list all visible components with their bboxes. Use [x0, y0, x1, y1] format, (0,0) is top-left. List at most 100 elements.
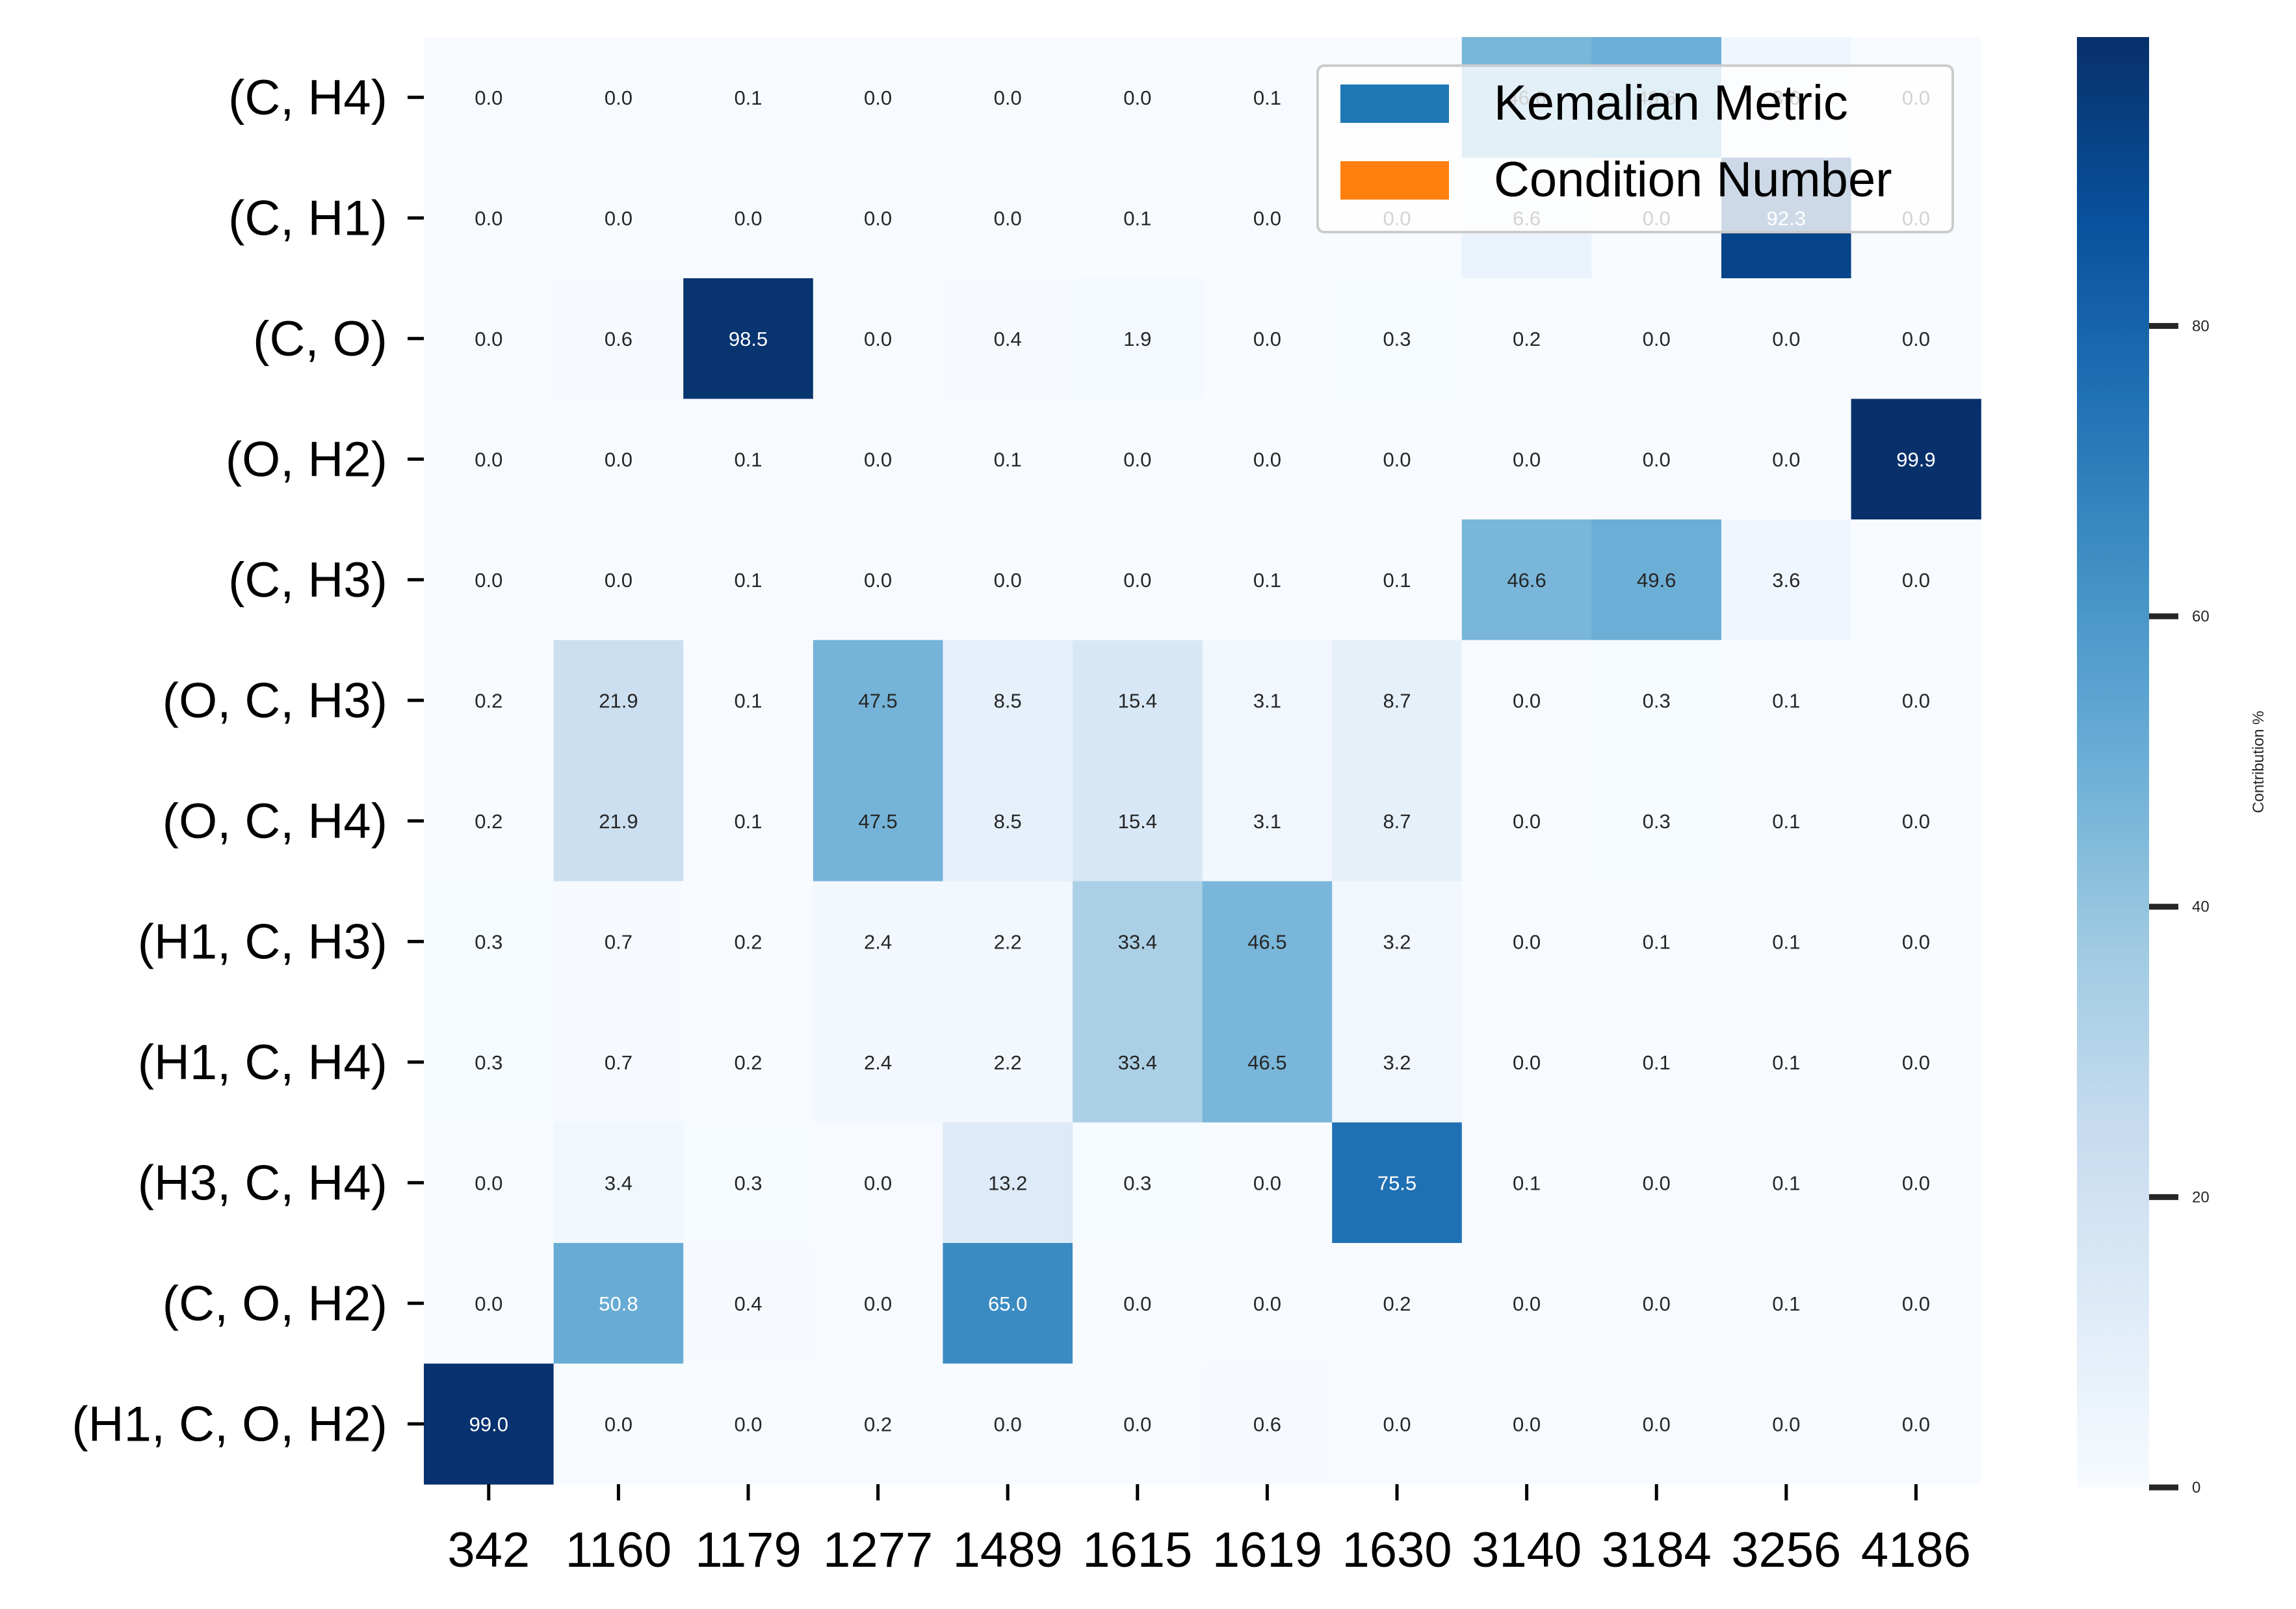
cell-value-label: 0.0 [1513, 448, 1541, 471]
legend-swatch [1340, 85, 1449, 123]
cell-value-label: 98.5 [729, 328, 768, 350]
cell-value-label: 0.0 [864, 207, 892, 229]
heatmap-cell [1202, 519, 1333, 641]
heatmap-cell [1591, 761, 1722, 882]
x-tick-label: 3256 [1731, 1523, 1841, 1578]
cell-value-label: 0.0 [475, 86, 502, 109]
heatmap-cell [1073, 399, 1203, 520]
cell-value-label: 0.2 [1383, 1292, 1411, 1315]
heatmap-cell [1591, 1363, 1722, 1485]
cell-value-label: 0.0 [734, 207, 762, 229]
heatmap-cell [1073, 1363, 1203, 1485]
heatmap-cell [553, 640, 684, 761]
cell-value-label: 2.2 [994, 1051, 1022, 1074]
heatmap-cell [553, 1363, 684, 1485]
heatmap-cell [1851, 1122, 1981, 1244]
heatmap-cell [943, 1243, 1073, 1365]
heatmap-cell [1073, 761, 1203, 882]
heatmap-cell [683, 1243, 814, 1365]
heatmap-cell [553, 399, 684, 520]
cell-value-label: 0.4 [734, 1292, 762, 1315]
cell-value-label: 0.2 [475, 689, 502, 712]
heatmap-cell [424, 1243, 554, 1365]
heatmap-cell [1332, 761, 1463, 882]
cell-value-label: 0.1 [734, 86, 762, 109]
heatmap-cell [553, 519, 684, 641]
cell-value-label: 0.0 [1643, 1413, 1671, 1435]
heatmap-cell [424, 399, 554, 520]
y-tick-label: (O, C, H4) [163, 794, 387, 849]
cell-value-label: 0.0 [605, 448, 633, 471]
heatmap-cell [1721, 519, 1852, 641]
cell-value-label: 0.0 [1253, 1171, 1281, 1194]
cell-value-label: 2.2 [994, 930, 1022, 953]
heatmap-cell [943, 640, 1073, 761]
cell-value-label: 0.2 [864, 1413, 892, 1435]
cell-value-label: 3.1 [1253, 689, 1281, 712]
colorbar-bar [2077, 37, 2149, 1487]
heatmap-cell [1332, 1002, 1463, 1123]
cell-value-label: 0.3 [475, 1051, 502, 1074]
cell-value-label: 0.0 [1772, 328, 1800, 350]
y-tick-label: (C, O, H2) [163, 1276, 387, 1331]
cell-value-label: 0.0 [1902, 1171, 1930, 1194]
cell-value-label: 0.0 [605, 86, 633, 109]
heatmap-cell [1591, 519, 1722, 641]
heatmap-cell [1202, 399, 1333, 520]
heatmap-cell [424, 881, 554, 1002]
heatmap-cell [813, 399, 943, 520]
cell-value-label: 0.0 [1383, 448, 1411, 471]
cell-value-label: 0.0 [1123, 448, 1151, 471]
cell-value-label: 0.1 [994, 448, 1022, 471]
cell-value-label: 0.0 [1253, 328, 1281, 350]
cell-value-label: 0.0 [1643, 1292, 1671, 1315]
y-tick-label: (C, H1) [228, 190, 387, 246]
x-tick-label: 1489 [953, 1523, 1063, 1578]
y-tick-label: (C, O) [253, 311, 387, 367]
heatmap-cell [1461, 1122, 1592, 1244]
cell-value-label: 0.0 [994, 569, 1022, 592]
cell-value-label: 0.1 [1643, 1051, 1671, 1074]
cell-value-label: 15.4 [1118, 810, 1157, 833]
cell-value-label: 99.9 [1896, 448, 1935, 471]
cell-value-label: 0.0 [475, 569, 502, 592]
heatmap-cell [1591, 1002, 1722, 1123]
cell-value-label: 0.7 [605, 930, 633, 953]
cell-value-label: 0.0 [1902, 1413, 1930, 1435]
y-tick-label: (C, H4) [228, 70, 387, 125]
heatmap-cell [1073, 157, 1203, 279]
heatmap-cell [1851, 1363, 1981, 1485]
heatmap-cell [683, 761, 814, 882]
cell-value-label: 49.6 [1637, 569, 1676, 592]
heatmap-cell [1461, 881, 1592, 1002]
heatmap-cell [683, 881, 814, 1002]
heatmap-cell [553, 1122, 684, 1244]
heatmap-cell [553, 1243, 684, 1365]
y-tick-label: (C, H3) [228, 553, 387, 608]
heatmap-cell [424, 1122, 554, 1244]
cell-value-label: 0.0 [605, 207, 633, 229]
heatmap-cell [1721, 1122, 1852, 1244]
heatmap-cell [1461, 1243, 1592, 1365]
heatmap-cell [943, 157, 1073, 279]
heatmap-cell [943, 519, 1073, 641]
heatmap-cell [424, 761, 554, 882]
cell-value-label: 3.2 [1383, 1051, 1411, 1074]
cell-value-label: 47.5 [858, 689, 897, 712]
heatmap-cell [1721, 278, 1852, 400]
heatmap-cell [424, 1363, 554, 1485]
cell-value-label: 0.0 [475, 1171, 502, 1194]
cell-value-label: 0.0 [1253, 1292, 1281, 1315]
colorbar-tick-label: 60 [2192, 608, 2210, 625]
heatmap-cell [1073, 37, 1203, 159]
cell-value-label: 2.4 [864, 930, 892, 953]
heatmap-cell [1073, 519, 1203, 641]
cell-value-label: 65.0 [988, 1292, 1027, 1315]
cell-value-label: 99.0 [469, 1413, 508, 1435]
cell-value-label: 0.1 [1772, 689, 1800, 712]
x-tick-label: 1630 [1342, 1523, 1452, 1578]
cell-value-label: 33.4 [1118, 1051, 1157, 1074]
cell-value-label: 75.5 [1377, 1171, 1416, 1194]
cell-value-label: 0.0 [1902, 328, 1930, 350]
cell-value-label: 0.0 [1643, 1171, 1671, 1194]
